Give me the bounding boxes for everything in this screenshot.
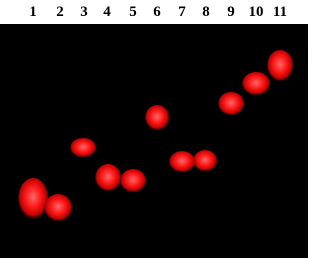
band bbox=[145, 105, 169, 131]
band bbox=[18, 178, 48, 220]
lane-label: 2 bbox=[56, 4, 64, 20]
band bbox=[267, 50, 293, 82]
band bbox=[95, 164, 121, 192]
lane-label: 10 bbox=[249, 4, 264, 20]
gel-image: 1 2 3 4 5 6 7 8 9 10 11 bbox=[0, 0, 308, 258]
lane-label: 6 bbox=[153, 4, 161, 20]
gel-background bbox=[0, 24, 308, 258]
band bbox=[169, 151, 195, 173]
lane-label: 8 bbox=[202, 4, 210, 20]
lane-label: 4 bbox=[103, 4, 111, 20]
bands bbox=[18, 50, 293, 222]
band bbox=[120, 169, 146, 193]
lane-label: 1 bbox=[29, 4, 37, 20]
lane-label: 9 bbox=[227, 4, 235, 20]
label-strip bbox=[0, 0, 308, 24]
band bbox=[242, 72, 270, 96]
band bbox=[44, 194, 72, 222]
lane-label: 3 bbox=[80, 4, 88, 20]
lane-label: 5 bbox=[129, 4, 137, 20]
band bbox=[218, 92, 244, 116]
band bbox=[70, 138, 96, 158]
band bbox=[193, 150, 217, 172]
lane-label: 7 bbox=[178, 4, 186, 20]
lane-label: 11 bbox=[273, 4, 287, 20]
lane-labels: 1 2 3 4 5 6 7 8 9 10 11 bbox=[29, 4, 287, 20]
